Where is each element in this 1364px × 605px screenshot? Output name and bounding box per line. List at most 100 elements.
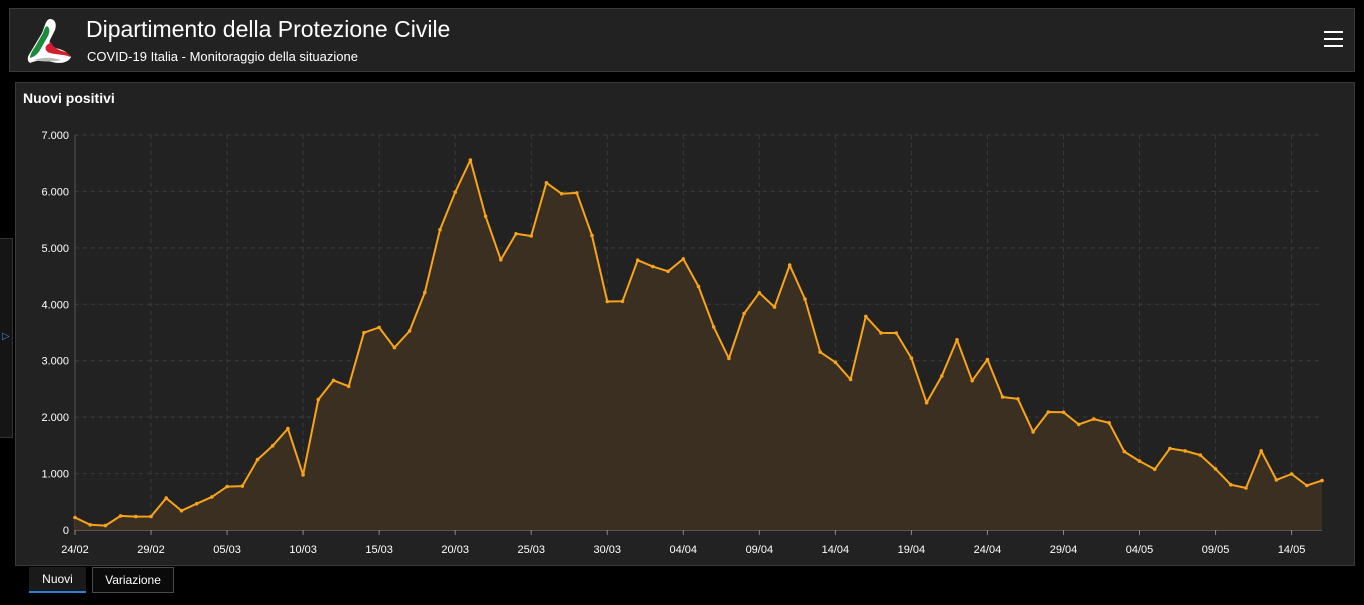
protezione-civile-logo <box>27 19 71 63</box>
data-point <box>1244 486 1248 490</box>
data-point <box>331 378 336 383</box>
data-point <box>179 508 184 513</box>
data-point <box>1107 421 1111 425</box>
data-point <box>620 299 625 304</box>
data-point <box>696 284 701 289</box>
data-point <box>407 329 412 333</box>
data-point <box>134 514 138 519</box>
data-point <box>727 356 731 361</box>
data-point <box>164 496 168 500</box>
data-point <box>225 484 229 489</box>
x-tick-label: 09/05 <box>1202 544 1230 556</box>
data-point <box>529 234 533 238</box>
data-point <box>879 331 883 335</box>
data-point <box>985 357 990 362</box>
y-tick-label: 3.000 <box>41 356 69 368</box>
data-point <box>438 227 442 232</box>
data-point <box>970 378 974 383</box>
data-point <box>453 190 458 194</box>
data-point <box>1076 422 1081 427</box>
x-tick-label: 19/04 <box>898 544 926 556</box>
data-point <box>559 191 564 196</box>
x-tick-label: 09/04 <box>746 544 774 556</box>
data-point <box>468 158 473 162</box>
tab-nuovi[interactable]: Nuovi <box>29 567 86 593</box>
side-panel-toggle[interactable]: ▷ <box>0 238 13 438</box>
chart-title: Nuovi positivi <box>23 90 115 106</box>
data-point <box>848 377 853 382</box>
data-point <box>1183 449 1187 453</box>
data-point <box>1229 482 1233 487</box>
y-tick-label: 0 <box>63 525 69 537</box>
data-point <box>483 214 488 219</box>
data-point <box>635 258 640 262</box>
data-point <box>864 314 868 319</box>
app-subtitle: COVID-19 Italia - Monitoraggio della sit… <box>87 49 358 64</box>
x-tick-label: 20/03 <box>441 544 469 556</box>
x-tick-label: 24/02 <box>61 544 89 556</box>
data-point <box>955 338 959 342</box>
data-point <box>1320 478 1324 483</box>
app-title: Dipartimento della Protezione Civile <box>86 16 451 42</box>
data-point <box>286 426 290 431</box>
data-point <box>666 269 670 274</box>
x-tick-label: 14/04 <box>822 544 850 556</box>
data-point <box>1152 467 1157 472</box>
x-tick-label: 04/05 <box>1126 544 1154 556</box>
data-point <box>514 232 518 236</box>
data-point <box>240 484 245 488</box>
data-point <box>1168 446 1172 451</box>
data-point <box>194 501 199 506</box>
data-point <box>651 264 655 269</box>
y-tick-label: 7.000 <box>41 130 69 142</box>
data-point <box>1092 417 1096 421</box>
data-point <box>499 258 503 262</box>
y-tick-label: 2.000 <box>41 412 69 424</box>
x-tick-label: 24/04 <box>974 544 1002 556</box>
data-point <box>1289 472 1294 476</box>
y-tick-label: 4.000 <box>41 299 69 311</box>
x-tick-label: 29/02 <box>137 544 165 556</box>
data-point <box>909 356 914 360</box>
x-tick-label: 10/03 <box>289 544 317 556</box>
y-tick-label: 6.000 <box>41 186 69 198</box>
data-point <box>940 374 944 378</box>
y-tick-label: 5.000 <box>41 243 69 255</box>
data-point <box>1061 410 1066 415</box>
x-tick-label: 05/03 <box>213 544 241 556</box>
data-point <box>362 330 366 335</box>
data-point <box>833 360 838 365</box>
data-point <box>544 181 549 185</box>
data-point <box>787 263 792 267</box>
chevron-right-icon: ▷ <box>2 331 10 342</box>
data-point <box>924 400 929 405</box>
data-point <box>803 297 807 301</box>
data-point <box>894 331 898 335</box>
data-point <box>590 233 594 238</box>
data-point <box>1046 410 1051 414</box>
data-point <box>118 514 123 518</box>
series-area <box>75 160 1322 530</box>
data-point <box>1000 395 1005 399</box>
tab-variazione[interactable]: Variazione <box>92 567 174 593</box>
data-point <box>681 257 686 261</box>
app-header: Dipartimento della Protezione Civile COV… <box>9 8 1355 72</box>
new-positives-chart: 0 1.000 2.000 3.000 4.000 5.000 6.000 7.000 24/0… <box>41 130 1324 556</box>
data-point <box>210 495 214 499</box>
x-tick-label: 14/05 <box>1278 544 1306 556</box>
data-point <box>711 325 716 329</box>
data-point <box>1122 449 1127 454</box>
data-point <box>1213 467 1218 471</box>
data-point <box>1016 397 1020 401</box>
data-point <box>1274 478 1279 482</box>
data-point <box>301 473 305 477</box>
data-point <box>1305 483 1309 488</box>
data-point <box>818 350 822 354</box>
x-tick-label: 29/04 <box>1050 544 1078 556</box>
x-tick-label: 30/03 <box>593 544 621 556</box>
data-point <box>255 457 260 462</box>
hamburger-menu-icon[interactable] <box>1323 29 1345 49</box>
data-point <box>757 291 762 295</box>
data-point <box>346 384 351 389</box>
data-point <box>742 311 746 316</box>
